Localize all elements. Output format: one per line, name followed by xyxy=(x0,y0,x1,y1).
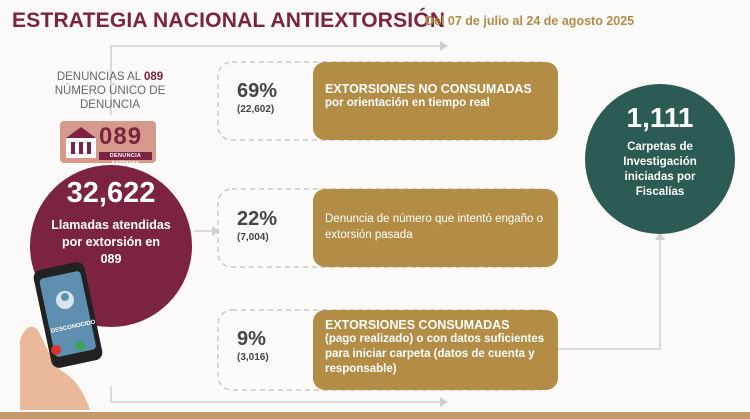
outcome-1-text: por orientación en tiempo real xyxy=(325,97,490,109)
caption-prefix: DENUNCIAS AL xyxy=(56,71,144,83)
outcome-1-count: (22,602) xyxy=(237,104,275,115)
connector-top xyxy=(110,45,440,115)
outcome-1-heading: EXTORSIONES NO CONSUMADAS xyxy=(325,82,532,96)
investigations-circle: 1,111 Carpetas de Investigación iniciada… xyxy=(585,84,735,234)
badge-number: 089 xyxy=(99,123,143,150)
arrow-right xyxy=(655,232,665,240)
outcome-3-box: EXTORSIONES CONSUMADAS (pago realizado) … xyxy=(313,310,558,390)
caption-line-3: DENUNCIA xyxy=(79,99,141,111)
outcome-2-count: (7,004) xyxy=(237,232,269,243)
connector-right xyxy=(555,240,661,350)
investigations-label: Carpetas de Investigación iniciadas por … xyxy=(623,141,697,198)
date-range: Del 07 de julio al 24 de agosto 2025 xyxy=(425,14,635,28)
phone-hand-icon: DESCONOCIDO xyxy=(20,262,103,410)
outcome-1-percent: 69% xyxy=(237,80,278,102)
outcome-1-percent-block: 69% (22,602) xyxy=(237,80,277,115)
outcome-3-percent-block: 9% (3,016) xyxy=(237,328,269,363)
arrow-middle xyxy=(212,226,220,236)
outcome-3-heading: EXTORSIONES CONSUMADAS xyxy=(325,318,510,332)
outcome-3-text: (pago realizado) o con datos suficientes… xyxy=(325,333,545,375)
caption-line-2: NÚMERO ÚNICO DE xyxy=(54,85,166,97)
investigations-total: 1,111 xyxy=(626,102,694,133)
outcome-3-percent: 9% xyxy=(237,328,266,350)
arrow-top xyxy=(440,41,448,51)
outcome-2-percent: 22% xyxy=(237,208,278,230)
outcome-2-box: Denuncia de número que intentó engaño o … xyxy=(313,189,558,267)
outcome-2-percent-block: 22% (7,004) xyxy=(237,208,277,243)
hotline-badge: 089 DENUNCIA ANÓNIMA xyxy=(60,121,156,167)
badge-strip: DENUNCIA ANÓNIMA xyxy=(99,152,152,167)
calls-total: 32,622 xyxy=(66,177,156,209)
bottom-bar xyxy=(0,412,750,419)
outcome-2-text: Denuncia de número que intentó engaño o … xyxy=(325,213,544,241)
caption-number: 089 xyxy=(143,71,164,83)
calls-label: Llamadas atendidas por extorsión en 089 xyxy=(51,218,171,266)
building-icon xyxy=(66,127,96,158)
outcome-3-count: (3,016) xyxy=(237,352,269,363)
outcome-1-box: EXTORSIONES NO CONSUMADAS por orientació… xyxy=(313,62,558,140)
report-caption: DENUNCIAS AL 089 NÚMERO ÚNICO DE DENUNCI… xyxy=(40,70,180,112)
page-title: ESTRATEGIA NACIONAL ANTIEXTORSIÓN xyxy=(12,9,446,32)
connector-bottom xyxy=(110,386,440,403)
arrow-bottom xyxy=(440,397,448,407)
